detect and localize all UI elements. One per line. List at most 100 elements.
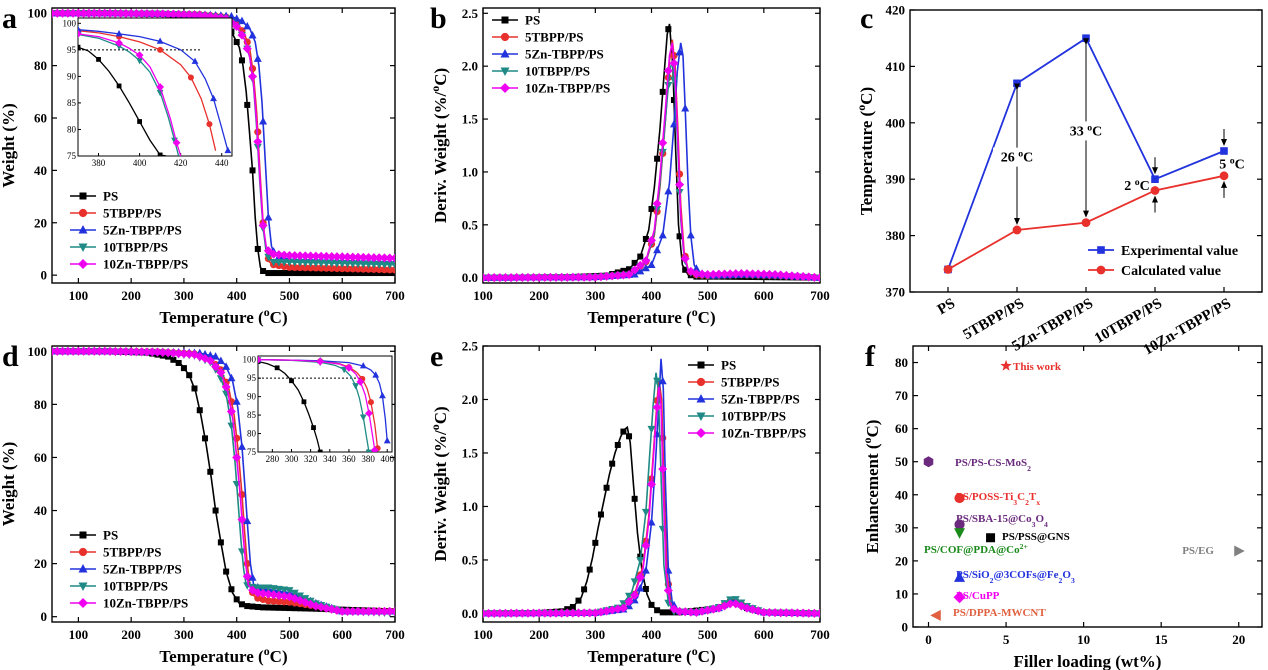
panel-b-series-point: [708, 269, 718, 279]
panel-e-series-point: [652, 402, 662, 412]
panel-d-inset-point: [301, 399, 307, 405]
panel-d-series-point: [205, 356, 215, 366]
panel-c-point: [1012, 225, 1022, 235]
panel-a-series-point: [153, 9, 163, 19]
panel-e-ytick-label: 1.5: [462, 445, 479, 460]
panel-a-series-point: [243, 21, 252, 30]
panel-b-series-point: [697, 269, 707, 279]
panel-b-series-point: [664, 82, 673, 90]
panel-d-inset-line: [258, 359, 376, 451]
panel-e-series-point: [697, 606, 707, 616]
panel-e-series-point: [630, 590, 640, 600]
panel-e-series-point: [647, 479, 656, 489]
panel-b-series-point: [489, 273, 499, 283]
panel-f-ytick-label: 30: [895, 520, 908, 535]
panel-f-xtick-label: 10: [1077, 632, 1090, 647]
panel-a-inset-point: [115, 43, 123, 51]
panel-d-inset-point: [311, 425, 316, 431]
panel-e-series-point: [607, 605, 617, 615]
panel-b-ylabel: Deriv. Weight (%/oC): [428, 68, 450, 223]
panel-a-series-point: [386, 266, 394, 274]
panel-f-ytick-label: 50: [895, 454, 908, 469]
panel-d-series-point: [63, 346, 73, 356]
panel-d-series-point: [223, 568, 230, 575]
panel-a-inset-point: [115, 39, 123, 47]
panel-e-xlabel: Temperature (oC): [587, 644, 715, 666]
panel-e-series-point: [573, 608, 583, 618]
panel-d-series-point: [285, 598, 294, 606]
panel-a-series-point: [270, 270, 277, 277]
panel-e-series-point: [590, 608, 600, 618]
panel-d-series-point: [379, 606, 389, 616]
panel-e-xtick-label: 500: [698, 627, 718, 642]
panel-e-series-point: [602, 606, 612, 616]
panel-a-series-point: [242, 44, 252, 54]
panel-b-series-point: [523, 273, 533, 282]
panel-a-legend-marker: [78, 259, 88, 269]
panel-b-series-point: [637, 253, 644, 260]
panel-d-series-point: [238, 601, 245, 608]
panel-a-series-point: [286, 270, 293, 277]
panel-a-series-point: [237, 16, 246, 25]
panel-a-series-point: [158, 9, 168, 19]
panel-f-point: [1000, 359, 1012, 371]
panel-a-inset-line: [78, 29, 229, 151]
panel-b-series-point: [652, 199, 662, 209]
panel-b-series-point: [562, 272, 572, 282]
panel-f-point-label: PS/EG: [1182, 545, 1214, 557]
panel-f-point-label: PS/PS-CS-MoS2: [955, 457, 1031, 473]
panel-a-legend-label: 10TBPP/PS: [103, 240, 168, 255]
panel-f-xtick-label: 5: [1003, 632, 1010, 647]
panel-b-ytick-label: 0.0: [462, 270, 478, 285]
panel-d-legend-marker: [78, 564, 88, 573]
panel-a-series-point: [248, 31, 257, 39]
panel-f-ytick-label: 80: [895, 355, 908, 370]
panel-d-series-point: [175, 359, 182, 366]
panel-d-inset-point: [274, 365, 280, 371]
panel-e-series-point: [592, 539, 599, 546]
panel-b-series-point: [529, 272, 539, 282]
panel-e-legend-label: 5Zn-TBPP/PS: [721, 392, 800, 407]
panel-d-series-point: [390, 606, 395, 616]
panel-e-series-point: [675, 607, 685, 617]
panel-a-series-point: [237, 30, 247, 40]
panel-b-series-point: [680, 254, 690, 264]
panel-d-ytick-label: 60: [34, 450, 47, 465]
panel-b-series-point: [686, 230, 695, 239]
panel-b-series-point: [669, 58, 679, 68]
panel-e-plot: [483, 358, 820, 618]
panel-d-series-point: [275, 604, 282, 611]
panel-a-series-point: [89, 8, 99, 18]
panel-e-series-point: [596, 607, 606, 617]
panel-e-xtick-label: 300: [586, 627, 606, 642]
panel-a-series-point: [370, 270, 377, 277]
panel-a-series-point: [338, 264, 346, 273]
panel-a-series-point: [327, 252, 337, 262]
panel-d-series-point: [290, 589, 299, 598]
panel-a-series-point: [322, 264, 330, 272]
panel-d-inset-ytick-label: 95: [247, 373, 257, 383]
panel-a-legend-marker: [78, 243, 88, 252]
panel-a-ytick-label: 80: [34, 58, 47, 73]
panel-e-xtick-label: 400: [642, 627, 662, 642]
panel-a-series-point: [307, 270, 314, 277]
panel-d-series-point: [196, 407, 203, 414]
panel-a-series-point: [63, 8, 73, 18]
panel-f-point: [923, 456, 934, 468]
panel-a-series-point: [333, 270, 340, 277]
panel-a-inset-point: [96, 57, 101, 62]
panel-b-legend-label: PS: [525, 13, 540, 28]
panel-b-legend-label: 5TBPP/PS: [525, 30, 584, 45]
panel-c-ytick-label: 410: [886, 59, 906, 74]
panel-d-series-point: [222, 362, 231, 370]
panel-a-series-point: [291, 270, 298, 277]
panel-e-series-point: [641, 508, 650, 517]
panel-a-frame: [51, 7, 396, 284]
panel-b-legend-marker: [500, 49, 510, 58]
panel-a-series-point: [285, 263, 294, 271]
panel-b-legend-marker: [500, 83, 510, 93]
panel-b-series-point: [602, 271, 612, 281]
panel-d-series-point: [100, 346, 110, 356]
panel-e-series-point: [585, 608, 595, 618]
